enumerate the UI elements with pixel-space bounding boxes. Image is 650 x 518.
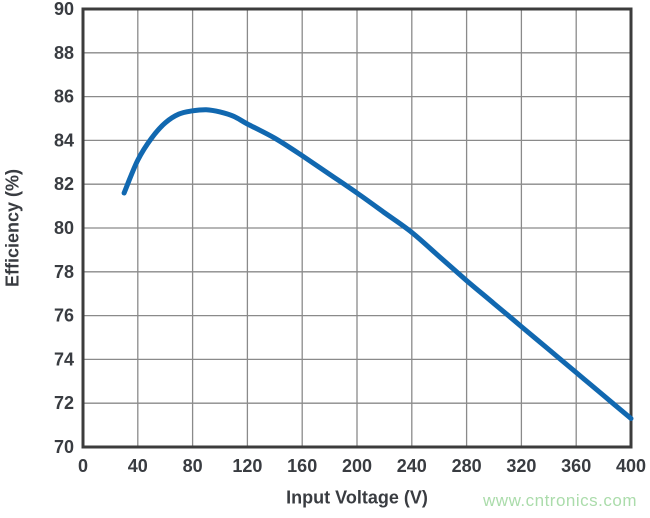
x-tick-label: 40 (128, 456, 148, 476)
x-tick-label: 80 (183, 456, 203, 476)
y-tick-label: 76 (54, 306, 74, 326)
x-tick-label: 240 (397, 456, 427, 476)
x-tick-label: 120 (232, 456, 262, 476)
y-tick-label: 90 (54, 0, 74, 19)
x-tick-label: 280 (452, 456, 482, 476)
y-tick-label: 88 (54, 43, 74, 63)
y-tick-label: 84 (54, 130, 74, 150)
y-tick-label: 78 (54, 262, 74, 282)
y-tick-label: 74 (54, 349, 74, 369)
watermark-text: www.cntronics.com (483, 491, 637, 510)
y-tick-label: 82 (54, 174, 74, 194)
efficiency-curve (121, 107, 634, 421)
x-tick-label: 400 (616, 456, 646, 476)
x-axis-title: Input Voltage (V) (286, 487, 428, 508)
x-tick-label: 320 (506, 456, 536, 476)
y-tick-label: 86 (54, 87, 74, 107)
y-tick-label: 72 (54, 393, 74, 413)
plot-border (81, 7, 633, 449)
x-tick-label: 0 (78, 456, 88, 476)
x-tick-label: 360 (561, 456, 591, 476)
y-tick-label: 70 (54, 437, 74, 457)
y-axis-title: Efficiency (%) (2, 168, 23, 288)
x-tick-label: 160 (287, 456, 317, 476)
x-tick-label: 200 (342, 456, 372, 476)
y-tick-label: 80 (54, 218, 74, 238)
